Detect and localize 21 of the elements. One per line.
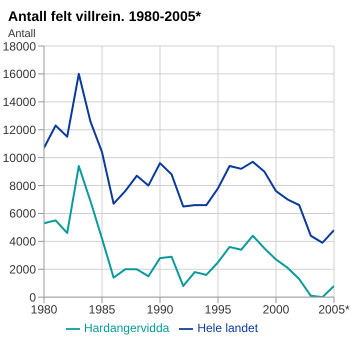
y-axis-title: Antall [8,28,37,40]
y-tick-label: 2000 [9,262,36,277]
legend-label: Hele landet [197,321,258,336]
y-tick-label: 14000 [2,95,36,110]
y-tick-label: 18000 [2,39,36,54]
x-tick-label: 2005* [318,302,350,317]
y-tick-label: 8000 [9,178,36,193]
x-tick-label: 1990 [146,302,174,317]
x-tick-label: 1995 [204,302,232,317]
line-series [44,72,334,244]
x-tick-label: 2000 [262,302,290,317]
legend-label: Hardangervidda [84,321,170,336]
y-tick-label: 4000 [9,234,36,249]
y-tick-label: 6000 [9,206,36,221]
x-tick-label: 1985 [88,302,116,317]
x-tick-label: 1980 [30,302,58,317]
y-tick-label: 10000 [2,150,36,165]
chart-title: Antall felt villrein. 1980-2005* [8,8,202,26]
y-tick-label: 12000 [2,122,36,137]
y-tick-label: 0 [29,290,36,304]
y-tick-label: 16000 [2,67,36,82]
